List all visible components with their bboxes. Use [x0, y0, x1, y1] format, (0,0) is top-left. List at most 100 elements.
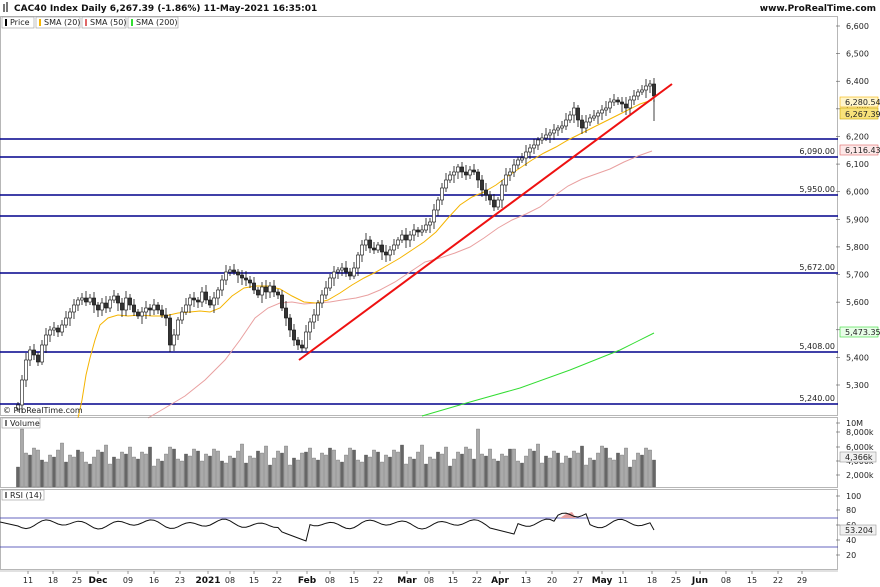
legend-item-sma50[interactable]: [81, 16, 127, 29]
candle-body: [168, 317, 172, 346]
volume-bar: [552, 450, 556, 488]
candle-body: [400, 234, 404, 241]
volume-bar: [364, 454, 368, 488]
volume-bar: [300, 452, 304, 488]
date-tick-label: 25: [72, 576, 82, 585]
candle-body: [552, 129, 556, 134]
candle-body: [260, 286, 264, 296]
candle-body: [84, 297, 88, 303]
candle-body: [44, 334, 48, 346]
volume-bar: [256, 450, 260, 488]
candle-body: [404, 234, 408, 241]
candle-body: [156, 304, 160, 311]
date-tick-label: 09: [123, 576, 133, 585]
date-tick-label: 08: [325, 576, 335, 585]
candle-body: [212, 297, 216, 306]
volume-bar: [388, 456, 392, 488]
price-tick-label: 6,400: [846, 77, 869, 86]
volume-bar: [224, 462, 228, 488]
volume-label-box[interactable]: [1, 417, 41, 429]
volume-bar: [292, 457, 296, 488]
volume-bar: [332, 449, 336, 488]
volume-bar: [144, 453, 148, 488]
candle-body: [96, 304, 100, 311]
candle-body: [324, 287, 328, 296]
volume-tick-label: 2,000k: [846, 471, 874, 480]
chart-type-icon[interactable]: [3, 2, 8, 12]
price-tick-label: 6,000: [846, 188, 869, 197]
volume-bar: [432, 458, 436, 488]
candle-body: [276, 291, 280, 296]
volume-bar: [244, 462, 248, 488]
legend-item-price[interactable]: [1, 16, 35, 29]
rsi-panel[interactable]: [0, 489, 838, 570]
price-tick-label: 5,300: [846, 381, 869, 390]
candle-body: [568, 114, 572, 121]
candle-body: [336, 269, 340, 273]
candle-body: [500, 184, 504, 201]
badge-sma200: [839, 326, 879, 338]
volume-bar: [436, 451, 440, 488]
candle-body: [448, 174, 452, 181]
candle-body: [100, 302, 104, 311]
badge-sma20: [839, 96, 879, 108]
volume-bar: [164, 453, 168, 488]
volume-bar: [32, 447, 36, 488]
price-tick-label: 5,400: [846, 353, 869, 362]
volume-bar: [580, 445, 584, 488]
candle-body: [508, 171, 512, 176]
volume-bar: [308, 447, 312, 488]
candle-body: [72, 304, 76, 313]
volume-bar: [16, 466, 20, 488]
level-label: 6,090.00: [799, 147, 835, 156]
date-tick-label: Jun: [691, 576, 708, 586]
level-label: 5,240.00: [799, 394, 835, 403]
volume-bar: [640, 454, 644, 488]
volume-bar: [152, 465, 156, 488]
trendline[interactable]: [298, 83, 673, 361]
volume-panel[interactable]: [0, 417, 838, 488]
volume-bar: [168, 446, 172, 488]
volume-bar: [340, 461, 344, 488]
legend-item-sma200[interactable]: [127, 16, 179, 29]
candle-body: [240, 274, 244, 279]
volume-bars: [16, 428, 656, 488]
volume-bar: [112, 456, 116, 488]
candle-body: [64, 317, 68, 326]
volume-bar: [156, 458, 160, 488]
candle-body: [184, 304, 188, 313]
candle-body: [316, 302, 320, 316]
rsi-label-box[interactable]: [1, 489, 45, 501]
candle-body: [488, 194, 492, 201]
date-tick-label: Dec: [89, 576, 108, 586]
volume-bar: [52, 456, 56, 488]
candle-body: [308, 321, 312, 333]
volume-bar: [316, 459, 320, 488]
candle-body: [456, 166, 460, 173]
candle-body: [472, 169, 476, 173]
candle-body: [140, 311, 144, 317]
candle-body: [48, 329, 52, 336]
date-tick-label: 15: [349, 576, 359, 585]
legend-item-sma20[interactable]: [35, 16, 81, 29]
candle-body: [120, 302, 124, 311]
volume-bar: [196, 450, 200, 488]
candle-body: [188, 297, 192, 306]
date-tick-label: 15: [249, 576, 259, 585]
volume-bar: [644, 447, 648, 488]
candle-body: [80, 297, 84, 301]
candle-body: [300, 344, 304, 349]
volume-bar: [396, 451, 400, 488]
candle-body: [252, 282, 256, 291]
date-tick-label: 13: [521, 576, 531, 585]
volume-bar: [28, 454, 32, 488]
candle-body: [196, 299, 200, 303]
volume-bar: [240, 443, 244, 488]
volume-bar: [288, 464, 292, 488]
candle-body: [572, 107, 576, 116]
price-tick-label: 6,500: [846, 50, 869, 59]
volume-icon: [5, 420, 7, 426]
legend: Price SMA (20) SMA (50) SMA (200): [1, 16, 179, 29]
